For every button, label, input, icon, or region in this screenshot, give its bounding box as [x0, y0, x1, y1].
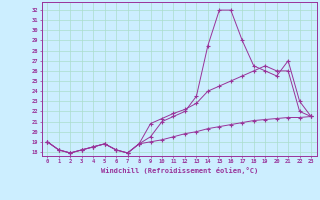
X-axis label: Windchill (Refroidissement éolien,°C): Windchill (Refroidissement éolien,°C): [100, 167, 258, 174]
